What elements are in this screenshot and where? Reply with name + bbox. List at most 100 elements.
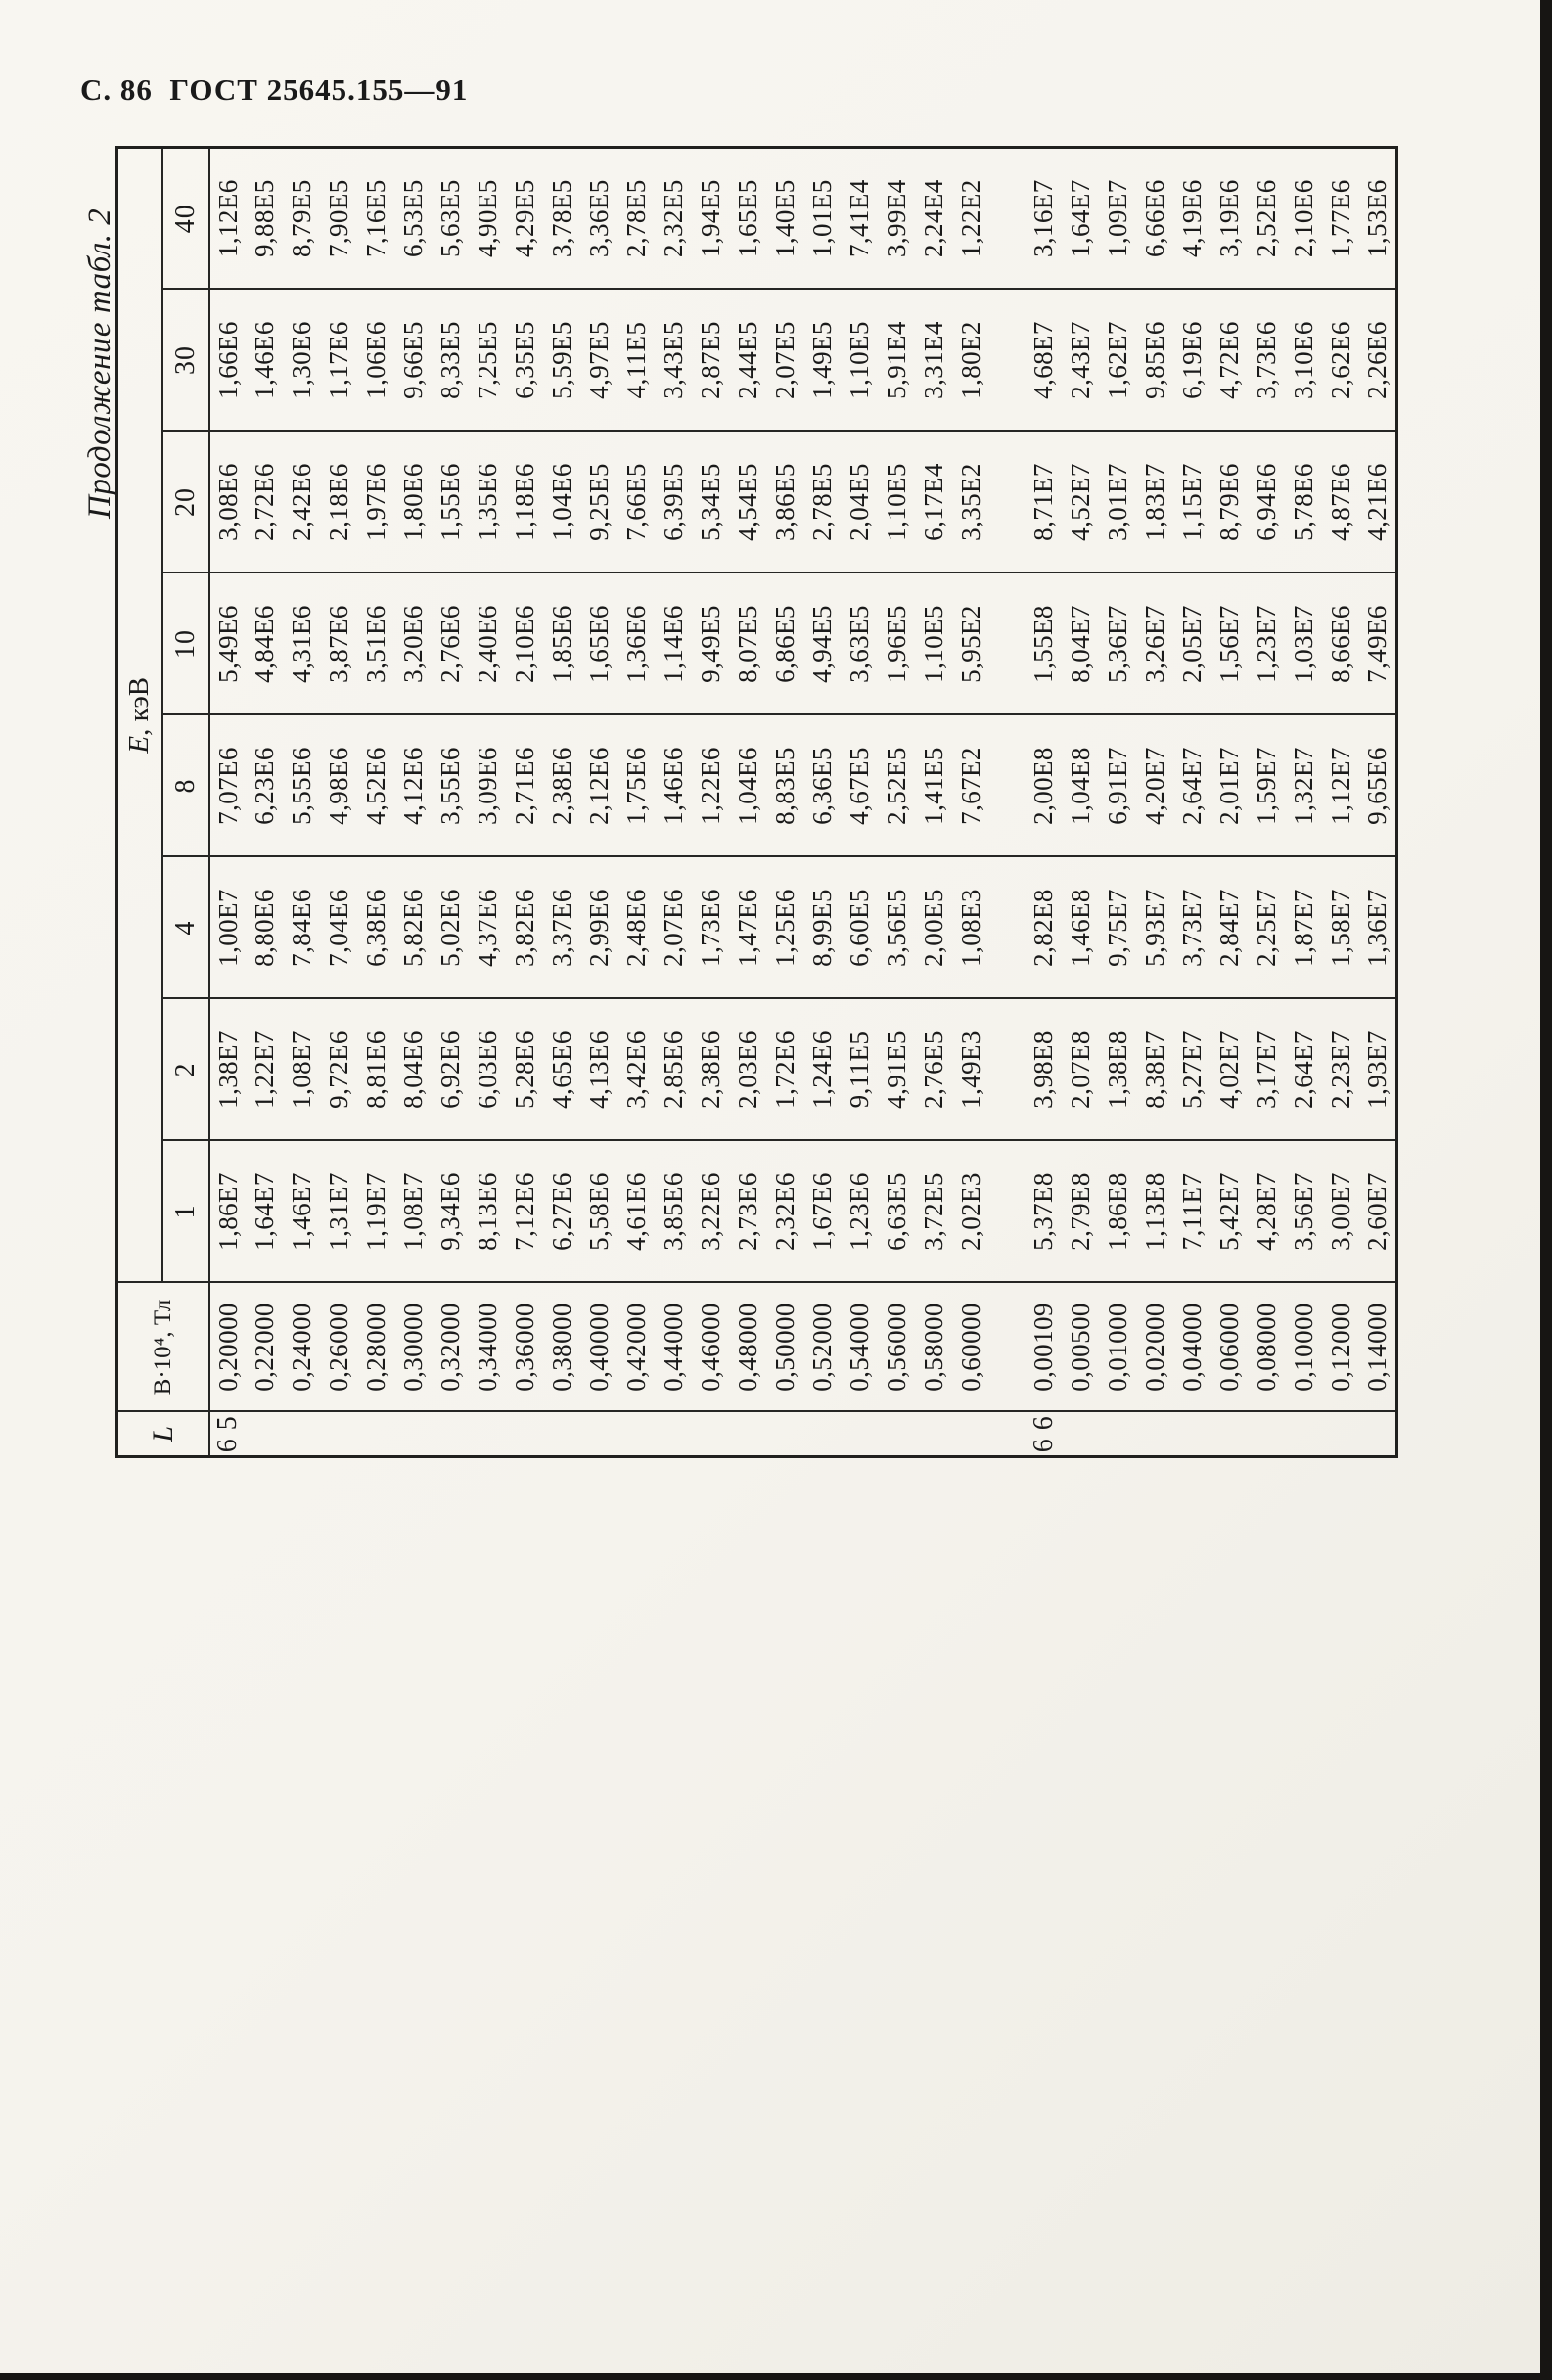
data-cell: 2,25E7 [1248,856,1286,999]
data-cell: 2,64E7 [1285,998,1323,1141]
data-cell: 6,66E6 [1136,147,1174,290]
data-cell: 4,28E7 [1248,1140,1286,1283]
b-value-cell: 0,06000 [1210,1282,1249,1412]
l-empty-cell [394,1411,433,1457]
data-cell: 1,00E7 [208,856,247,999]
data-cell: 5,55E6 [283,714,321,857]
l-empty-cell [915,1411,953,1457]
b-value-cell: 0,38000 [543,1282,581,1412]
data-cell: 1,55E6 [432,431,470,573]
data-cell: 2,84E7 [1210,856,1249,999]
data-cell: 1,04E6 [543,431,581,573]
l-empty-cell [1285,1411,1323,1457]
data-cell: 1,35E6 [469,431,507,573]
data-cell: 2,04E5 [841,431,879,573]
b-value-cell: 0,12000 [1322,1282,1360,1412]
data-cell: 3,87E6 [320,572,358,715]
data-cell: 3,98E8 [1025,998,1063,1141]
data-cell: 1,13E8 [1136,1140,1174,1283]
data-cell: 1,23E7 [1248,572,1286,715]
data-cell: 3,73E7 [1173,856,1211,999]
data-cell: 5,82E6 [394,856,433,999]
spacer-cell [989,289,1026,432]
l-empty-cell [729,1411,767,1457]
l-empty-cell [543,1411,581,1457]
data-cell: 2,10E6 [1285,147,1323,290]
data-cell: 2,62E6 [1322,289,1360,432]
data-cell: 8,99E5 [803,856,842,999]
data-cell: 4,91E5 [878,998,916,1141]
data-cell: 1,72E6 [766,998,804,1141]
data-cell: 7,11E7 [1173,1140,1211,1283]
spacer-cell [989,856,1026,999]
l-empty-cell [952,1411,990,1457]
data-cell: 1,30E6 [283,289,321,432]
data-cell: 5,58E6 [580,1140,618,1283]
data-cell: 8,71E7 [1025,431,1063,573]
spacer-cell [989,147,1026,290]
l-empty-cell [1062,1411,1100,1457]
b-value-cell: 0,00500 [1062,1282,1100,1412]
data-cell: 1,09E7 [1099,147,1137,290]
l-value-cell: 6 6 [1025,1411,1063,1457]
e-value-header: 30 [161,289,209,432]
data-cell: 2,73E6 [729,1140,767,1283]
data-cell: 1,65E6 [580,572,618,715]
data-cell: 6,17E4 [915,431,953,573]
table-row: 0,12000 3,00E7 2,23E7 1,58E7 1,12E7 8,66E6 4,8… [1322,147,1360,1457]
e-group-header: Е, кэВ [116,147,162,1283]
l-empty-cell [1210,1411,1249,1457]
data-cell: 2,03E6 [729,998,767,1141]
data-cell: 4,21E6 [1359,431,1397,573]
spacer-cell [989,572,1026,715]
data-cell: 1,94E5 [692,147,730,290]
data-cell: 4,13E6 [580,998,618,1141]
data-cell: 1,10E5 [878,431,916,573]
data-cell: 8,04E6 [394,998,433,1141]
data-cell: 8,33E5 [432,289,470,432]
data-cell: 3,16E7 [1025,147,1063,290]
e-value-header: 2 [161,998,209,1141]
e-value-header: 8 [161,714,209,857]
data-cell: 1,85E6 [543,572,581,715]
data-cell: 2,18E6 [320,431,358,573]
b-value-cell: 0,20000 [208,1282,247,1412]
data-cell: 5,59E5 [543,289,581,432]
b-value-cell: 0,34000 [469,1282,507,1412]
table-row: 0,22000 1,64E7 1,22E7 8,80E6 6,23E6 4,84E6 2,7… [246,147,284,1457]
b-value-cell: 0,26000 [320,1282,358,1412]
data-cell: 8,79E5 [283,147,321,290]
data-cell: 1,46E8 [1062,856,1100,999]
b-value-cell: 0,01000 [1099,1282,1137,1412]
data-cell: 2,07E6 [655,856,693,999]
data-cell: 1,46E7 [283,1140,321,1283]
data-cell: 7,66E5 [617,431,656,573]
data-cell: 4,97E5 [580,289,618,432]
data-cell: 2,02E3 [952,1140,990,1283]
data-cell: 2,07E8 [1062,998,1100,1141]
data-cell: 1,77E6 [1322,147,1360,290]
data-cell: 1,25E6 [766,856,804,999]
data-cell: 9,72E6 [320,998,358,1141]
l-empty-cell [692,1411,730,1457]
data-cell: 4,20E7 [1136,714,1174,857]
data-cell: 3,26E7 [1136,572,1174,715]
data-cell: 1,24E6 [803,998,842,1141]
table-row: 0,36000 7,12E6 5,28E6 3,82E6 2,71E6 2,10E6 1,1… [506,147,544,1457]
data-cell: 2,44E5 [729,289,767,432]
data-cell: 3,82E6 [506,856,544,999]
data-cell: 2,42E6 [283,431,321,573]
data-cell: 2,78E5 [803,431,842,573]
data-cell: 7,41E4 [841,147,879,290]
spacer-cell [989,1411,1026,1457]
data-cell: 1,64E7 [246,1140,284,1283]
b-value-cell: 0,52000 [803,1282,842,1412]
data-cell: 3,42E6 [617,998,656,1141]
b-value-cell: 0,02000 [1136,1282,1174,1412]
data-cell: 8,07E5 [729,572,767,715]
l-empty-cell [803,1411,842,1457]
b-value-cell: 0,44000 [655,1282,693,1412]
data-cell: 6,38E6 [357,856,395,999]
data-cell: 1,31E7 [320,1140,358,1283]
